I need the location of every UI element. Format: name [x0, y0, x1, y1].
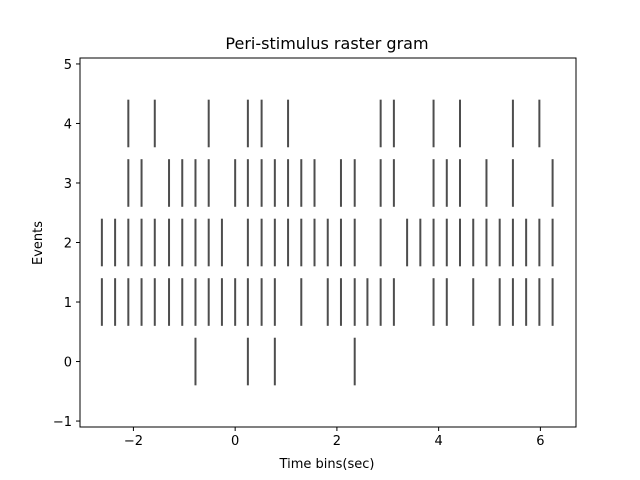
y-tick-label: −1	[53, 415, 72, 430]
x-axis-title: Time bins(sec)	[279, 457, 375, 472]
y-tick-label: 0	[64, 356, 72, 371]
y-tick-label: 1	[64, 296, 72, 311]
event-lines	[100, 99, 554, 386]
x-tick-label: 0	[231, 434, 239, 449]
y-tick-label: 4	[64, 117, 72, 132]
x-tick-label: 6	[536, 434, 544, 449]
y-tick-label: 5	[64, 58, 72, 73]
x-axis: −2 0 2 4 6	[124, 427, 545, 449]
x-tick-label: 4	[435, 434, 443, 449]
y-tick-label: 2	[64, 237, 72, 252]
y-tick-label: 3	[64, 177, 72, 192]
chart-title: Peri-stimulus raster gram	[225, 34, 428, 53]
x-tick-label: 2	[333, 434, 341, 449]
y-axis-title: Events	[31, 221, 46, 265]
y-axis: −1 0 1 2 3 4 5	[53, 58, 80, 430]
x-tick-label: −2	[124, 434, 143, 449]
